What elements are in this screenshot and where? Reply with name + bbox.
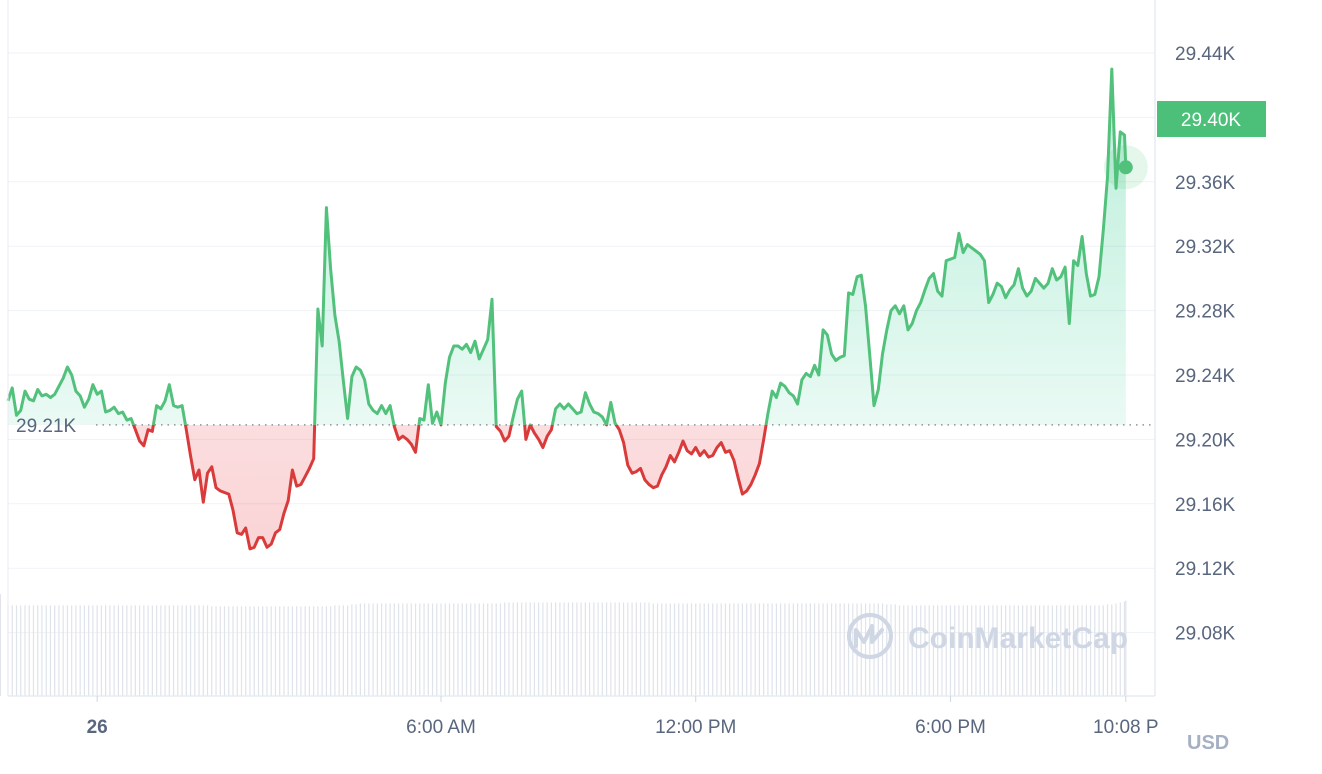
current-price-label: 29.40K [1181,110,1242,131]
price-area-fills [8,69,1126,549]
y-tick-label: 29.28K [1175,302,1236,323]
x-tick-label: 10:08 P [1093,717,1159,738]
y-tick-label: 29.20K [1175,430,1236,451]
currency-label: USD [1187,732,1230,754]
x-axis: 26 6:00 AM 12:00 PM 6:00 PM 10:08 P [87,696,1159,738]
price-line-up [6,67,1128,425]
current-price-badge [1157,101,1266,138]
y-tick-label: 29.44K [1175,44,1236,65]
x-tick-label: 6:00 PM [915,717,986,738]
x-tick-label: 26 [87,717,108,738]
y-tick-label: 29.12K [1175,559,1236,580]
current-price-dot [1118,160,1133,175]
watermark-text: CoinMarketCap [908,622,1128,655]
reference-line: 29.21K [16,416,1151,437]
x-tick-label: 6:00 AM [406,717,476,738]
y-tick-label: 29.08K [1175,624,1236,645]
price-area-below [133,424,767,549]
y-tick-label: 29.16K [1175,495,1236,516]
coinmarketcap-logo-icon [847,613,893,659]
watermark: CoinMarketCap [847,613,1128,659]
y-tick-label: 29.24K [1175,366,1236,387]
y-tick-label: 29.32K [1175,237,1236,258]
x-tick-label: 12:00 PM [655,717,736,738]
y-tick-label: 29.36K [1175,173,1236,194]
chart-frame [7,0,1156,697]
price-lines [6,67,1128,551]
reference-label: 29.21K [16,416,77,437]
current-price-marker: 29.40K [1103,101,1266,190]
price-line-down [131,424,768,551]
price-area-above [8,69,1126,425]
volume-bars [0,594,1127,696]
